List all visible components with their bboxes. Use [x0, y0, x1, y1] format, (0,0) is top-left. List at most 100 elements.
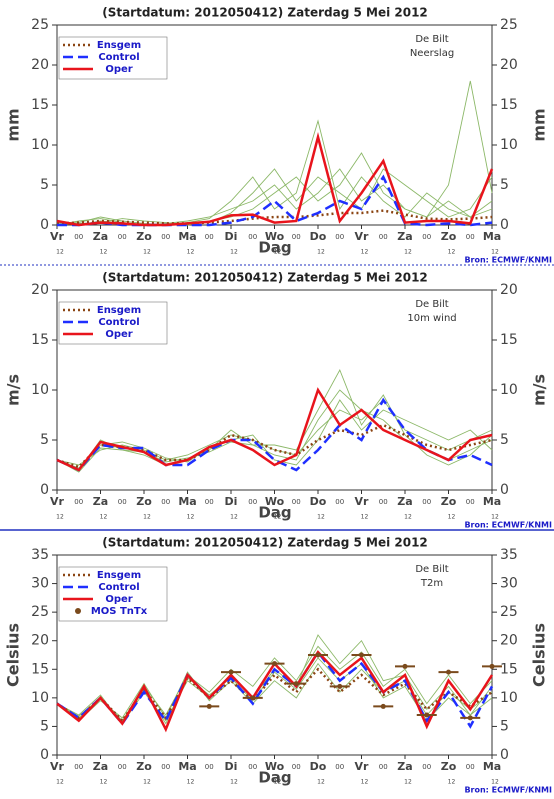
source-label: Bron: ECMWF/KNMI: [464, 256, 552, 265]
variable-label: T2m: [420, 578, 443, 589]
series-line: [56, 397, 493, 472]
ensemble-line: [56, 399, 493, 466]
x-minor-label: 00: [205, 763, 214, 771]
y-axis-label-right: m/s: [530, 374, 549, 406]
x-minor-label: 00: [379, 498, 388, 506]
y-tick-label: 0: [40, 747, 49, 763]
x-tick-label: Zo: [441, 760, 457, 773]
x-minor-label: 00: [161, 233, 170, 241]
x-hour-label: 12: [404, 249, 412, 256]
y-tick-label-right: 25: [500, 604, 518, 620]
x-minor-label: 00: [118, 233, 127, 241]
y-tick-label-right: 5: [500, 718, 509, 734]
x-minor-label: 00: [248, 763, 257, 771]
ensemble-line: [56, 80, 493, 226]
x-hour-label: 12: [491, 249, 499, 256]
x-hour-label: 12: [274, 779, 282, 786]
y-tick-label-right: 5: [500, 432, 509, 448]
x-tick-label: Ma: [483, 760, 501, 773]
y-tick-label: 25: [31, 17, 49, 33]
x-minor-label: 00: [379, 763, 388, 771]
y-tick-label-right: 0: [500, 482, 509, 498]
x-tick-label: Vr: [355, 760, 370, 773]
x-hour-label: 12: [274, 514, 282, 521]
x-minor-label: 00: [335, 763, 344, 771]
y-tick-label: 30: [31, 576, 49, 592]
y-tick-label-right: 10: [500, 137, 518, 153]
x-tick-label: Ma: [483, 495, 501, 508]
x-minor-label: 00: [292, 233, 301, 241]
series-line: [56, 132, 494, 227]
x-tick-label: Za: [93, 495, 108, 508]
x-tick-label: Do: [310, 230, 327, 243]
y-tick-label: 5: [40, 177, 49, 193]
y-tick-label-right: 30: [500, 576, 518, 592]
x-tick-label: Vr: [355, 495, 370, 508]
x-hour-label: 12: [361, 249, 369, 256]
legend-label: Control: [98, 52, 139, 63]
mos-point: [337, 683, 343, 689]
x-axis-label: Dag: [258, 769, 291, 787]
x-hour-label: 12: [143, 514, 151, 521]
y-tick-label-right: 0: [500, 217, 509, 233]
station-label: De Bilt: [415, 564, 448, 575]
station-label: De Bilt: [415, 34, 448, 45]
x-tick-label: Di: [225, 760, 238, 773]
x-minor-label: 00: [205, 498, 214, 506]
y-tick-label: 20: [31, 282, 49, 298]
mos-point: [206, 703, 212, 709]
legend-label: Ensgem: [97, 40, 141, 51]
legend-label: Oper: [105, 64, 132, 75]
x-minor-label: 00: [74, 763, 83, 771]
mos-point: [359, 652, 364, 658]
y-tick-label: 0: [40, 482, 49, 498]
y-tick-label-right: 5: [500, 177, 509, 193]
x-tick-label: Wo: [265, 495, 285, 508]
x-minor-label: 00: [379, 233, 388, 241]
chart-title: (Startdatum: 2012050412) Zaterdag 5 Mei …: [102, 271, 428, 285]
source-label: Bron: ECMWF/KNMI: [464, 521, 552, 530]
x-minor-label: 00: [466, 763, 475, 771]
x-minor-label: 00: [422, 233, 431, 241]
legend-label: Control: [98, 582, 139, 593]
ensemble-line: [56, 368, 493, 473]
x-minor-label: 00: [248, 498, 257, 506]
x-hour-label: 12: [317, 779, 325, 786]
x-hour-label: 12: [404, 514, 412, 521]
x-hour-label: 12: [448, 779, 456, 786]
y-tick-label: 5: [40, 432, 49, 448]
y-tick-label: 35: [31, 547, 49, 563]
x-tick-label: Za: [93, 760, 108, 773]
y-axis-label-right: Celsius: [530, 623, 549, 687]
mos-point: [228, 669, 234, 675]
variable-label: Neerslag: [410, 48, 454, 59]
ensemble-line: [56, 119, 493, 226]
y-tick-label-right: 0: [500, 747, 509, 763]
y-tick-label-right: 20: [500, 57, 518, 73]
x-hour-label: 12: [56, 779, 64, 786]
series-line: [57, 174, 493, 227]
ensemble-line: [56, 399, 493, 469]
x-minor-label: 00: [335, 498, 344, 506]
x-minor-label: 00: [161, 763, 170, 771]
y-tick-label-right: 15: [500, 97, 518, 113]
y-tick-label: 25: [31, 604, 49, 620]
x-hour-label: 12: [317, 249, 325, 256]
chart-title: (Startdatum: 2012050412) Zaterdag 5 Mei …: [102, 6, 428, 20]
y-tick-label-right: 10: [500, 690, 518, 706]
x-minor-label: 00: [422, 763, 431, 771]
x-hour-label: 12: [491, 779, 499, 786]
y-tick-label: 5: [40, 718, 49, 734]
x-tick-label: Ma: [178, 495, 196, 508]
x-hour-label: 12: [100, 779, 108, 786]
x-hour-label: 12: [274, 249, 282, 256]
y-axis-label: mm: [4, 108, 23, 141]
x-hour-label: 12: [230, 514, 238, 521]
x-tick-label: Vr: [50, 495, 65, 508]
x-hour-label: 12: [187, 249, 195, 256]
legend-label: MOS TnTx: [91, 606, 148, 617]
x-minor-label: 00: [161, 498, 170, 506]
y-axis-label-right: mm: [530, 108, 549, 141]
